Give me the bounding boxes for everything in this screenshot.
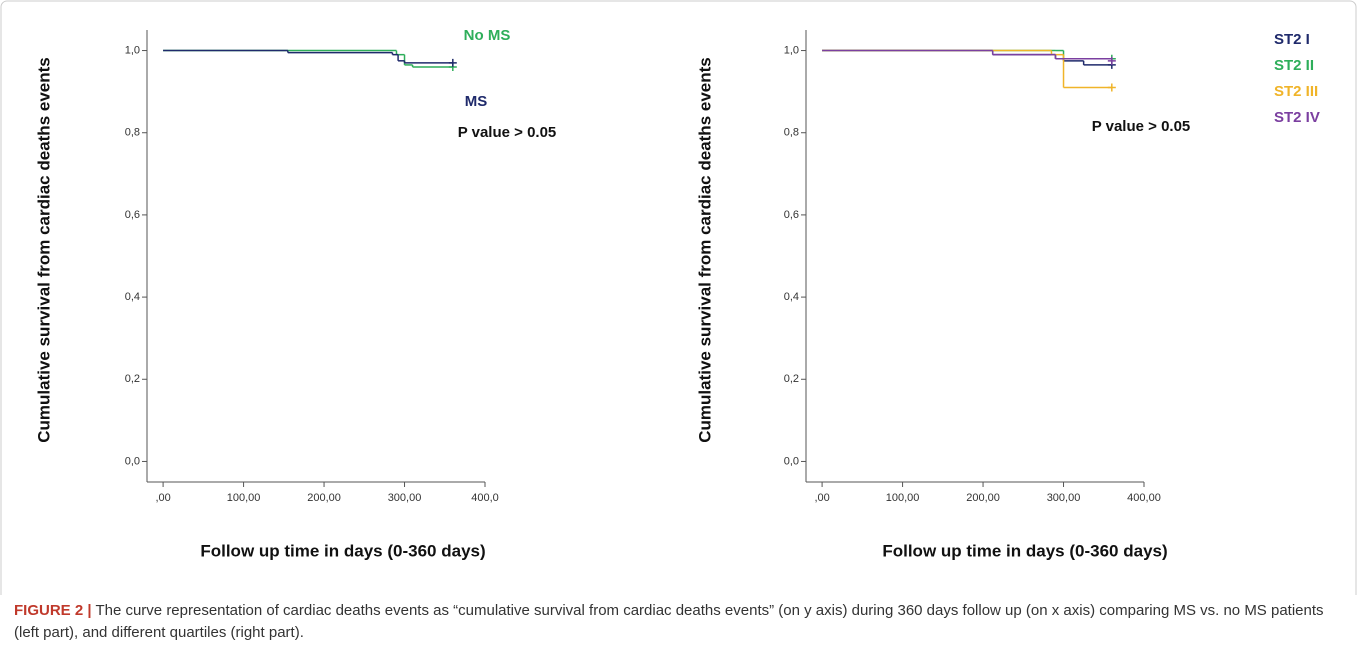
y-tick-label: 0,8 — [125, 127, 140, 139]
caption: FIGURE 2 | The curve representation of c… — [14, 600, 1334, 644]
x-tick-label: 400,0 — [471, 492, 499, 504]
legend-label: ST2 I — [1274, 31, 1310, 48]
y-axis-title: Cumulative survival from cardiac deaths … — [34, 57, 53, 443]
y-tick-label: 0,6 — [125, 209, 140, 221]
x-tick-label: 300,00 — [1047, 492, 1081, 504]
x-tick-label: 100,00 — [227, 492, 261, 504]
x-tick-label: 400,00 — [1127, 492, 1161, 504]
annotation: P value > 0.05 — [458, 124, 557, 141]
y-tick-label: 0,0 — [784, 455, 799, 467]
x-tick-label: 300,00 — [388, 492, 422, 504]
annotation: P value > 0.05 — [1092, 118, 1191, 135]
x-tick-label: 200,00 — [307, 492, 341, 504]
x-tick-label: 100,00 — [886, 492, 920, 504]
censor-mark — [1107, 56, 1116, 65]
y-tick-label: 0,4 — [784, 291, 799, 303]
y-tick-label: 0,8 — [784, 127, 799, 139]
x-tick-label: ,00 — [155, 492, 170, 504]
legend-label: ST2 II — [1274, 57, 1314, 74]
caption-text: The curve representation of cardiac deat… — [14, 602, 1324, 641]
legend-label: ST2 III — [1274, 83, 1318, 100]
y-axis-title: Cumulative survival from cardiac deaths … — [695, 57, 714, 443]
legend-label: MS — [465, 93, 488, 110]
x-tick-label: 200,00 — [966, 492, 1000, 504]
x-axis-title: Follow up time in days (0-360 days) — [200, 541, 485, 560]
y-tick-label: 0,6 — [784, 209, 799, 221]
x-tick-label: ,00 — [814, 492, 829, 504]
y-tick-label: 0,4 — [125, 291, 140, 303]
y-tick-label: 0,0 — [125, 455, 140, 467]
legend-label: ST2 IV — [1274, 109, 1320, 126]
censor-mark — [1107, 83, 1116, 92]
caption-label: FIGURE 2 | — [14, 602, 92, 619]
charts: 0,0 0,2 0,4 0,6 0,8 1,0 ,00 100,00 200,00 300,00 4… — [0, 0, 1357, 622]
y-tick-label: 0,2 — [784, 373, 799, 385]
censor-mark — [448, 58, 457, 67]
x-axis-title: Follow up time in days (0-360 days) — [882, 541, 1167, 560]
y-tick-label: 0,2 — [125, 373, 140, 385]
y-tick-label: 1,0 — [125, 44, 140, 56]
y-tick-label: 1,0 — [784, 44, 799, 56]
legend-label: No MS — [464, 27, 511, 44]
figure-frame — [0, 0, 1357, 622]
